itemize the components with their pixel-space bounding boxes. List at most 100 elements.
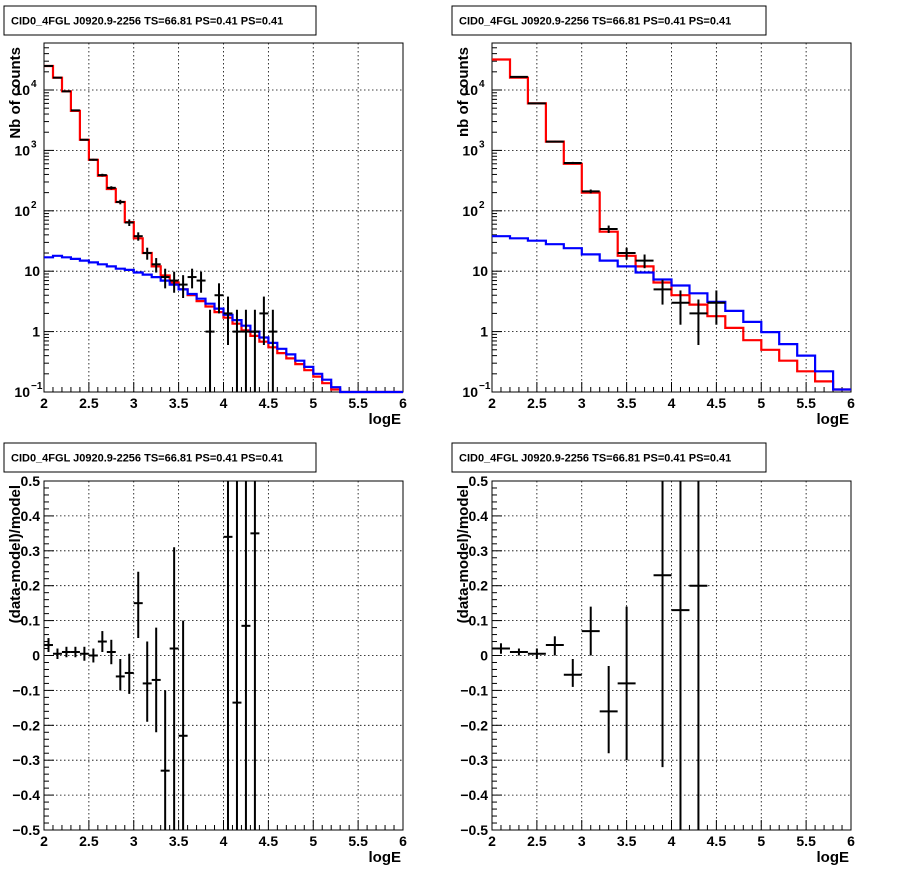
x-tick-label: 3.5 bbox=[617, 833, 637, 849]
x-tick-label: 2.5 bbox=[79, 833, 99, 849]
data-point bbox=[124, 653, 134, 694]
title-box bbox=[3, 5, 317, 36]
y-tick-label: −0.1 bbox=[12, 682, 40, 698]
data-point bbox=[97, 173, 107, 177]
y-tick-label: 0.1 bbox=[469, 613, 489, 629]
y-tick-label-exponent: 2 bbox=[31, 200, 37, 211]
data-point bbox=[617, 606, 636, 761]
data-point bbox=[70, 646, 80, 658]
x-tick-label: 3 bbox=[578, 395, 586, 411]
data-point bbox=[178, 620, 188, 830]
y-tick-label-exponent: 4 bbox=[31, 79, 37, 90]
data-point bbox=[241, 481, 251, 830]
x-axis-label: logE bbox=[817, 411, 850, 428]
series-background_model-step-line bbox=[492, 235, 851, 391]
title-box bbox=[3, 442, 317, 473]
x-tick-label: 4.5 bbox=[707, 833, 727, 849]
data-point bbox=[88, 648, 98, 663]
y-tick-label-exponent: 3 bbox=[31, 139, 37, 150]
y-tick-label: 10 bbox=[472, 263, 488, 279]
data-point bbox=[563, 658, 582, 687]
series-data-points bbox=[44, 64, 278, 392]
data-point bbox=[151, 258, 161, 273]
series-background_model-step-line bbox=[44, 254, 403, 394]
x-tick-label: 5.5 bbox=[796, 395, 816, 411]
data-point bbox=[214, 283, 224, 314]
data-point bbox=[232, 309, 242, 392]
y-tick-label: −0.3 bbox=[460, 752, 488, 768]
data-point bbox=[232, 481, 242, 830]
data-point bbox=[52, 648, 62, 659]
y-tick-label: 0.1 bbox=[21, 613, 41, 629]
y-tick-label: 0.3 bbox=[21, 543, 41, 559]
x-tick-label: 4 bbox=[220, 395, 228, 411]
y-tick-label: −0.4 bbox=[12, 787, 40, 803]
y-tick-label: 0.5 bbox=[469, 473, 489, 489]
x-axis-label: logE bbox=[369, 849, 402, 866]
y-tick-label-base: 10 bbox=[14, 142, 30, 158]
y-tick-label-exponent: −1 bbox=[31, 381, 43, 392]
data-point bbox=[581, 189, 600, 194]
y-tick-label-base: 10 bbox=[462, 384, 478, 400]
data-point bbox=[133, 571, 143, 639]
x-tick-label: 3 bbox=[578, 833, 586, 849]
y-axis-label: (data-model)/model bbox=[7, 485, 24, 623]
data-point bbox=[142, 247, 152, 260]
data-point bbox=[106, 186, 116, 190]
y-tick-label: 1 bbox=[32, 324, 40, 340]
data-point bbox=[509, 75, 528, 78]
x-tick-label: 2 bbox=[40, 833, 48, 849]
x-tick-label: 6 bbox=[847, 395, 855, 411]
data-point bbox=[151, 627, 161, 733]
x-tick-label: 5 bbox=[309, 833, 317, 849]
data-point bbox=[115, 658, 125, 691]
x-tick-label: 4 bbox=[220, 833, 228, 849]
x-tick-label: 2 bbox=[488, 395, 496, 411]
x-axis-label: logE bbox=[817, 849, 850, 866]
x-tick-label: 3 bbox=[130, 833, 138, 849]
y-tick-label: 0.4 bbox=[469, 508, 489, 524]
data-point bbox=[563, 161, 582, 165]
data-point bbox=[527, 648, 546, 659]
data-point bbox=[44, 638, 53, 653]
y-tick-label: 0.4 bbox=[21, 508, 41, 524]
data-point bbox=[689, 481, 708, 830]
x-tick-label: 5.5 bbox=[348, 833, 368, 849]
y-tick-label-exponent: 2 bbox=[479, 200, 485, 211]
x-tick-label: 4.5 bbox=[707, 395, 727, 411]
y-tick-label: −0.2 bbox=[12, 717, 40, 733]
y-tick-label-exponent: 3 bbox=[479, 139, 485, 150]
y-tick-label-exponent: 4 bbox=[479, 79, 485, 90]
x-tick-label: 5 bbox=[757, 833, 765, 849]
data-point bbox=[509, 648, 528, 656]
x-tick-label: 3.5 bbox=[169, 833, 189, 849]
y-tick-label: 10 bbox=[24, 263, 40, 279]
y-tick-label-base: 10 bbox=[14, 384, 30, 400]
x-tick-label: 3.5 bbox=[169, 395, 189, 411]
data-point bbox=[527, 102, 546, 105]
y-tick-label: 0.2 bbox=[21, 578, 41, 594]
data-point bbox=[61, 90, 71, 93]
data-point bbox=[599, 225, 618, 233]
x-tick-label: 5.5 bbox=[796, 833, 816, 849]
x-tick-label: 2 bbox=[40, 395, 48, 411]
chart-panel-bottom-left: 2 2.5 3 3.5 4 4.5 5 5.5 6 −0.5 −0.4 −0.3 −0.2 −0.1 0 0.… bbox=[3, 442, 407, 866]
y-tick-label: 1 bbox=[480, 324, 488, 340]
data-point bbox=[268, 309, 278, 392]
data-point bbox=[671, 290, 690, 325]
data-point bbox=[160, 690, 170, 830]
data-point bbox=[196, 271, 206, 293]
data-point bbox=[178, 275, 188, 298]
series-data-points bbox=[509, 75, 726, 345]
y-tick-label: −0.5 bbox=[12, 822, 40, 838]
data-point bbox=[653, 279, 672, 305]
data-point bbox=[160, 268, 170, 289]
data-point bbox=[169, 547, 179, 830]
x-tick-label: 2.5 bbox=[527, 395, 547, 411]
x-tick-label: 5 bbox=[757, 395, 765, 411]
x-tick-label: 4 bbox=[668, 833, 676, 849]
x-tick-label: 4 bbox=[668, 395, 676, 411]
data-point bbox=[250, 309, 260, 392]
data-point bbox=[223, 296, 233, 345]
